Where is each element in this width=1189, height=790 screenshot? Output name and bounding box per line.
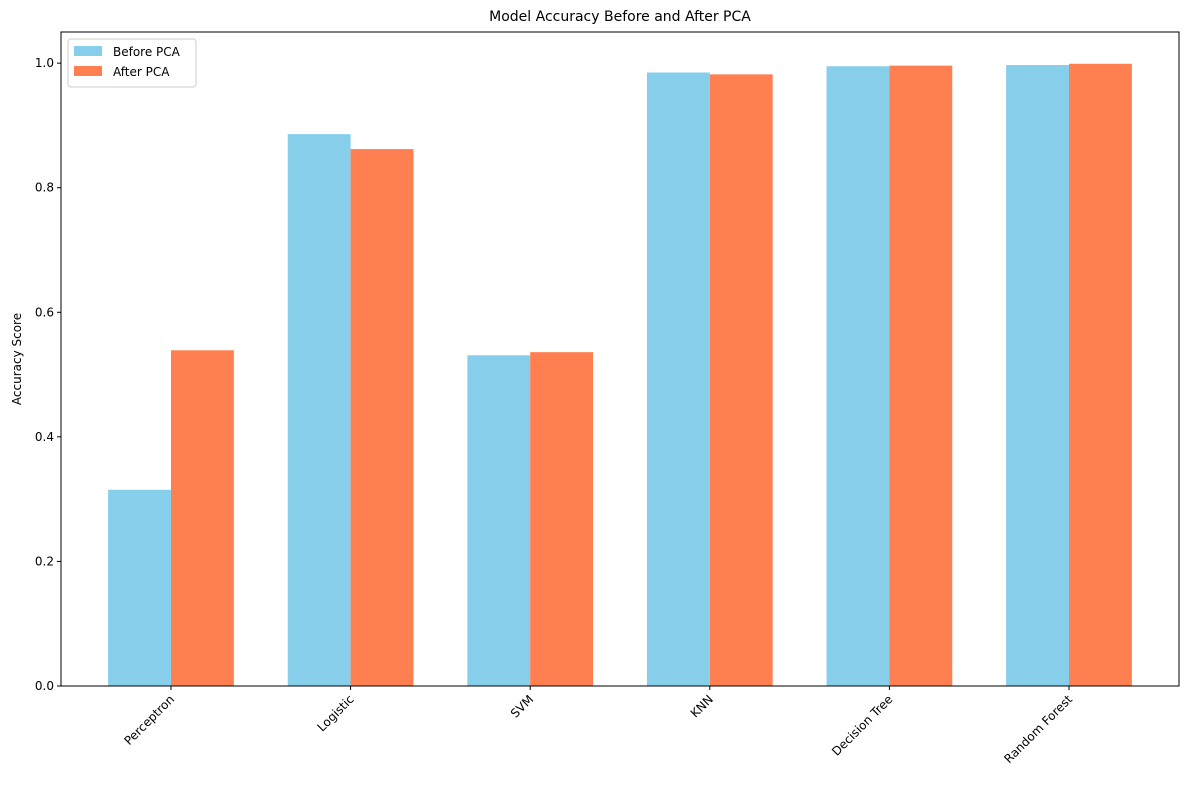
bars-group [108,63,1132,687]
bar-after-pca-random-forest [1068,63,1132,687]
bar-after-pca-logistic [350,149,414,686]
y-axis-ticks: 0.0 0.2 0.4 0.6 0.8 1.0 [35,56,61,693]
bar-before-pca-svm [467,355,531,686]
x-tick-label: Random Forest [1001,692,1075,766]
x-axis-ticks: Perceptron Logistic SVM KNN Decision Tree Ran… [121,686,1075,766]
y-tick-label: 1.0 [35,56,54,70]
bar-before-pca-decision-tree [826,66,890,686]
legend: Before PCA After PCA [67,38,197,88]
bar-before-pca-knn [646,72,710,686]
y-tick-label: 0.6 [35,305,54,319]
bar-after-pca-svm [530,352,594,686]
x-tick-label: SVM [508,692,536,720]
bar-before-pca-logistic [287,134,351,687]
y-tick-label: 0.2 [35,554,54,568]
x-tick-label: KNN [688,692,716,720]
bar-after-pca-perceptron [171,350,234,686]
plot-frame [60,31,1180,687]
legend-swatch [74,66,102,76]
y-tick-label: 0.8 [35,181,54,195]
bar-after-pca-decision-tree [889,65,953,687]
legend-swatch [74,46,102,56]
x-tick-label: Perceptron [121,692,177,748]
y-tick-label: 0.4 [35,430,54,444]
legend-label: Before PCA [113,45,181,59]
bar-before-pca-random-forest [1006,65,1069,687]
x-tick-label: Decision Tree [829,692,895,758]
y-axis-label: Accuracy Score [10,313,24,405]
bar-after-pca-knn [709,74,773,686]
bar-before-pca-perceptron [108,489,172,686]
y-tick-label: 0.0 [35,679,54,693]
legend-label: After PCA [113,65,170,79]
x-tick-label: Logistic [315,692,357,734]
chart-title: Model Accuracy Before and After PCA [489,9,751,25]
